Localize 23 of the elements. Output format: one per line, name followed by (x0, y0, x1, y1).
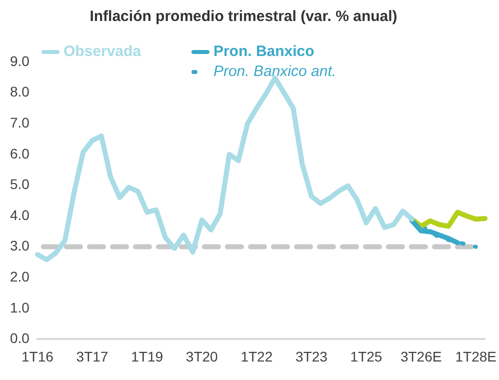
y-tick-label: 0.0 (10, 330, 30, 346)
chart-title: Inflación promedio trimestral (var. % anual) (90, 8, 398, 26)
x-tick-label: 1T25 (350, 348, 382, 364)
y-tick-label: 7.0 (10, 114, 30, 130)
x-tick-label: 1T19 (131, 348, 164, 364)
y-tick-label: 4.0 (10, 206, 30, 223)
x-tick-label: 1T22 (240, 348, 273, 364)
x-tick-label: 3T26E (400, 348, 442, 364)
legend-label: Pron. Banxico ant. (213, 63, 336, 80)
y-tick-label: 6.0 (10, 145, 30, 162)
legend-label: Pron. Banxico (213, 43, 314, 60)
x-tick-label: 1T28E (455, 348, 496, 364)
x-tick-label: 1T16 (22, 348, 54, 364)
x-tick-label: 3T23 (296, 348, 328, 364)
y-tick-label: 2.0 (10, 268, 30, 284)
y-tick-label: 3.0 (10, 238, 30, 254)
y-tick-label: 9.0 (10, 52, 30, 69)
x-tick-label: 3T20 (186, 348, 218, 364)
y-tick-label: 5.0 (10, 176, 30, 192)
y-tick-label: 1.0 (10, 299, 30, 316)
legend-label: Observada (63, 43, 142, 60)
y-tick-label: 8.0 (10, 84, 30, 100)
x-tick-label: 3T17 (76, 348, 108, 364)
